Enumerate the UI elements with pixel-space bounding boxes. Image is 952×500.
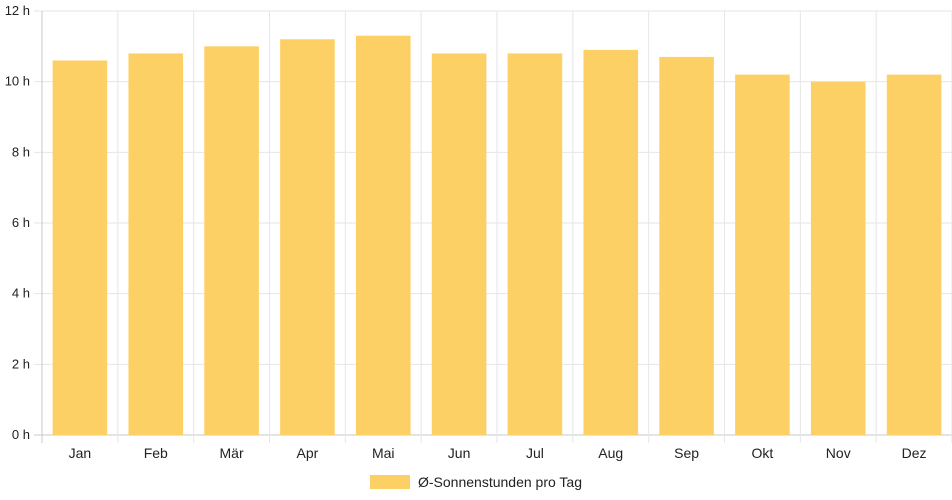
x-tick-label: Sep [674,445,699,461]
bar-aug [583,49,639,435]
y-tick-label: 12 h [5,3,30,18]
y-tick-label: 2 h [12,356,30,371]
y-tick-label: 4 h [12,286,30,301]
bar-sep [659,56,714,435]
bar-jun [431,53,487,436]
x-tick-label: Dez [902,445,927,461]
x-tick-label: Apr [297,445,319,461]
x-tick-label: Feb [144,445,168,461]
bar-okt [735,74,790,435]
bar-mär [204,46,259,435]
bar-apr [280,39,335,436]
legend-swatch [370,475,410,489]
bar-nov [810,81,866,436]
legend[interactable]: Ø-Sonnenstunden pro Tag [370,472,582,492]
bar-jul [507,53,563,436]
bar-dez [886,74,942,435]
bar-chart: 0 h 2 h 4 h 6 h 8 h 10 h 12 h Jan Feb Mär Apr Mai Ju… [5,3,952,461]
y-tick-label: 10 h [5,74,30,89]
bar-mai [355,35,411,435]
y-tick-label: 6 h [12,215,30,230]
bar-jan [52,60,108,435]
y-tick-label: 8 h [12,144,30,159]
legend-label: Ø-Sonnenstunden pro Tag [418,474,582,490]
x-tick-label: Nov [826,445,851,461]
x-tick-label: Jun [448,445,471,461]
y-tick-label: 0 h [12,427,30,442]
x-tick-label: Aug [598,445,623,461]
x-tick-label: Jul [526,445,544,461]
x-tick-label: Jan [69,445,92,461]
bar-feb [128,53,184,436]
x-tick-label: Okt [752,445,774,461]
x-tick-label: Mär [220,445,244,461]
x-tick-label: Mai [372,445,395,461]
